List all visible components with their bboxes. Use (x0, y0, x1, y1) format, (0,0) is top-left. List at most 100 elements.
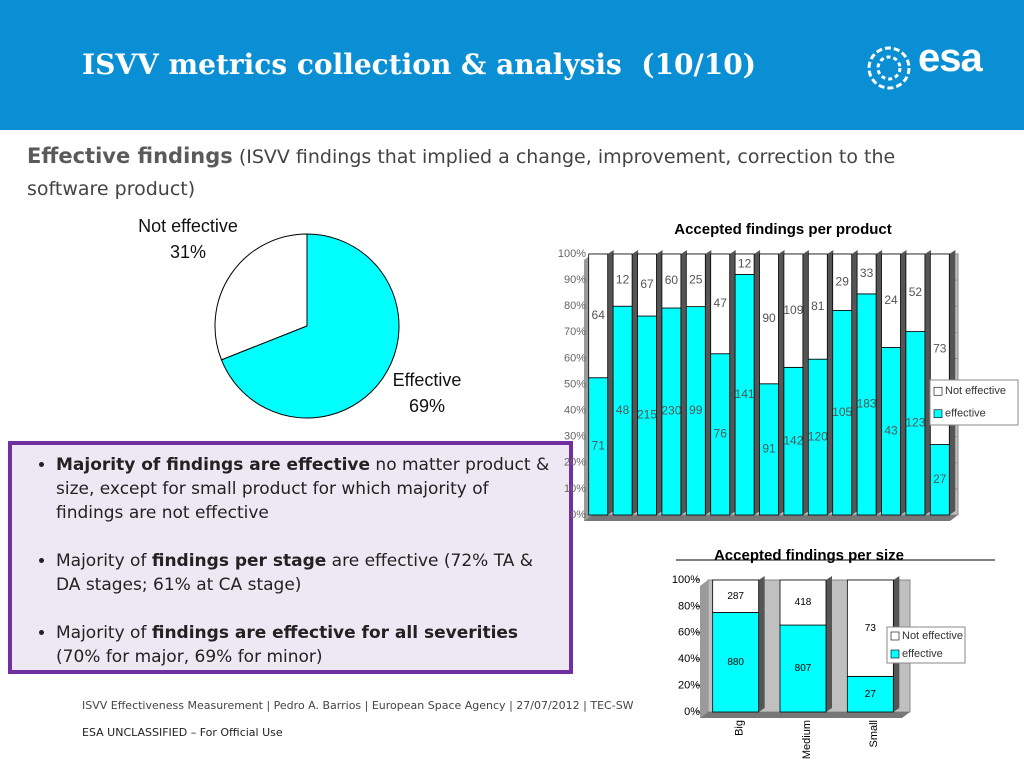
bar-side (607, 250, 614, 378)
bullet: Majority of findings are effective no ma… (56, 453, 561, 525)
data-label: 12 (616, 272, 630, 286)
y-tick-label: 80% (678, 600, 700, 612)
y-tick-label: 10% (564, 483, 586, 495)
x-tick-label: Big (734, 720, 746, 736)
bar-segment (661, 253, 682, 309)
bar-segment (846, 579, 894, 677)
bar-segment (710, 253, 731, 355)
bar-side (778, 250, 785, 384)
data-label: 215 (637, 408, 657, 422)
bar-side (680, 304, 687, 515)
bar-side (826, 621, 832, 712)
bullet-text: Majority of (56, 551, 152, 571)
data-label: 807 (795, 663, 812, 674)
data-label: 90 (762, 311, 776, 325)
logo-mark (867, 46, 911, 90)
x-tick-label: Medium (801, 720, 813, 759)
legend-label: effective (902, 648, 943, 660)
bullet-box: Majority of findings are effective no ma… (8, 441, 573, 674)
bullet-text: findings per stage (151, 551, 327, 571)
y-tick-label: 60% (678, 627, 700, 639)
bar-side (758, 608, 765, 712)
y-tick-label: 60% (564, 352, 586, 364)
bar-segment (832, 253, 853, 311)
data-label: 29 (836, 274, 850, 288)
data-label: 43 (884, 423, 898, 437)
bar-segment (588, 253, 609, 379)
y-tick-label: 70% (564, 326, 586, 338)
data-label: 48 (616, 403, 630, 417)
bullet-list: Majority of findings are effective no ma… (12, 453, 561, 669)
bar-side (632, 250, 639, 307)
bar-side (729, 349, 736, 515)
bullet-text: (70% for major, 69% for minor) (56, 647, 323, 667)
pie-value: 31% (169, 242, 207, 262)
data-label: 141 (735, 387, 755, 401)
logo: esa (918, 36, 983, 80)
data-label: 142 (783, 433, 803, 447)
bullet: Majority of findings per stage are effec… (56, 549, 561, 597)
data-label: 76 (714, 427, 728, 441)
data-label: 64 (592, 308, 606, 322)
chart-title: Accepted findings per size (714, 547, 904, 564)
bar-side (827, 355, 834, 515)
data-label: 287 (727, 591, 744, 602)
bar-side (900, 250, 907, 348)
bar-segment (856, 253, 877, 295)
bar-segment (807, 253, 828, 360)
bar-segment (783, 253, 804, 368)
intro-bold: Effective findings (27, 144, 233, 168)
pie-label: Effective 69% (372, 367, 482, 419)
bar-side (754, 270, 761, 515)
data-label: 73 (933, 341, 947, 355)
bar-side (656, 312, 663, 515)
bar-side (680, 250, 687, 308)
legend-label: effective (945, 408, 986, 420)
bullet-text: Majority of (56, 623, 152, 643)
side-wall (700, 580, 708, 718)
bar-side (949, 440, 956, 515)
data-label: 67 (640, 277, 654, 291)
data-label: 109 (783, 303, 803, 317)
bar-segment (779, 624, 827, 713)
pie-value: 69% (408, 396, 446, 416)
bar-segment (685, 253, 706, 308)
bar-side (754, 250, 761, 275)
data-label: 880 (727, 657, 744, 668)
bar-side (876, 250, 883, 294)
bar-segment (637, 253, 657, 317)
y-tick-label: 40% (564, 405, 586, 417)
data-label: 27 (865, 689, 877, 700)
y-tick-label: 100% (558, 248, 586, 260)
bar-segment (734, 253, 755, 275)
legend-box (886, 626, 966, 664)
legend-swatch (890, 631, 900, 641)
data-label: 123 (905, 415, 925, 429)
bar-segment (881, 253, 901, 348)
y-tick-label: 40% (678, 653, 700, 665)
data-label: 81 (811, 299, 825, 313)
pie-slice (220, 233, 400, 419)
data-label: 230 (661, 404, 681, 418)
data-label: 60 (665, 273, 679, 287)
pie-category: Not effective (138, 216, 238, 236)
bar-side (729, 250, 736, 354)
bar-segment (905, 253, 926, 332)
y-tick-label: 0% (684, 706, 700, 718)
bar-side (632, 302, 639, 515)
bar-side (851, 250, 858, 311)
y-tick-label: 20% (564, 457, 586, 469)
legend-swatch (933, 409, 943, 419)
y-tick-label: 100% (672, 574, 700, 586)
bar-side (778, 379, 785, 515)
bullet-text: Majority of findings are effective (56, 455, 371, 475)
bar-side (705, 250, 712, 307)
x-tick-label: Small (868, 720, 880, 748)
bar-side (827, 250, 834, 360)
data-label: 73 (865, 623, 877, 634)
floor (700, 712, 910, 718)
classification: ESA UNCLASSIFIED – For Official Use (82, 726, 283, 739)
legend-label: Not effective (902, 630, 963, 642)
